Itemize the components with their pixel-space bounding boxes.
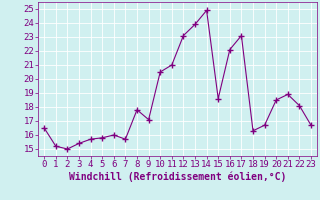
X-axis label: Windchill (Refroidissement éolien,°C): Windchill (Refroidissement éolien,°C) [69,172,286,182]
